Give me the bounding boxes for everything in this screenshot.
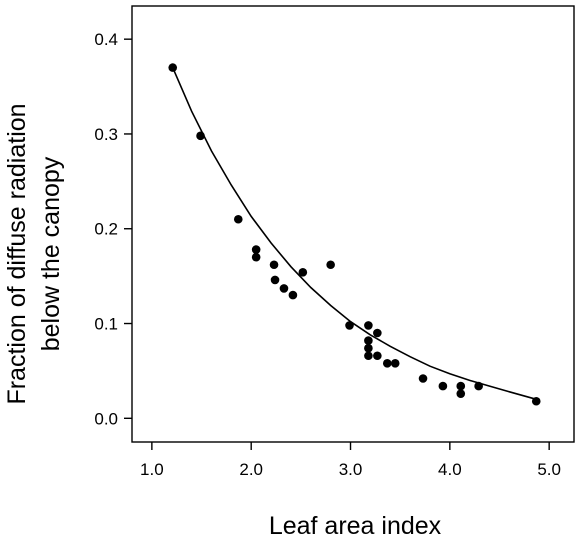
y-axis-title-line-1: Fraction of diffuse radiation [3,103,31,404]
data-point [270,275,280,285]
x-tick-label: 3.0 [339,460,363,479]
y-tick-label: 0.0 [94,409,118,428]
data-point [364,351,373,361]
data-point [251,252,261,262]
data-point [456,381,466,391]
y-tick-label: 0.2 [94,220,118,239]
y-tick-label: 0.3 [94,125,118,144]
data-point [418,374,428,383]
x-tick-label: 2.0 [239,460,263,479]
y-axis-title-line-2: below the canopy [37,156,65,351]
data-point [531,396,541,406]
data-point [390,359,400,368]
data-point [233,214,243,224]
y-tick-label: 0.1 [94,315,118,334]
x-axis-ticks: 1.0 2.0 3.0 4.0 5.0 [140,442,561,479]
data-point [373,328,382,338]
data-point [279,284,289,293]
data-point [364,336,373,345]
data-point [364,321,373,330]
fit-curve-group [171,67,537,401]
data-point [298,268,308,277]
x-tick-label: 4.0 [438,460,462,479]
x-tick-label: 5.0 [537,460,561,479]
x-axis-title: Leaf area index [269,512,442,540]
fit-curve [171,67,537,401]
data-point [456,389,466,398]
y-tick-label: 0.4 [94,30,118,49]
y-axis-title: Fraction of diffuse radiation below the … [3,103,65,404]
plot-area [131,5,575,443]
data-point [288,290,298,300]
plot-frame [131,5,575,443]
data-point [382,359,392,368]
y-axis-ticks: 0.0 0.1 0.2 0.3 0.4 [94,30,132,428]
data-point [326,260,335,270]
data-point [438,381,448,391]
data-point [474,381,483,391]
data-point [364,343,373,353]
x-tick-label: 1.0 [140,460,164,479]
data-points [168,63,541,406]
data-point [168,63,178,72]
data-point [373,351,382,361]
data-point [345,321,354,330]
data-point [269,260,279,270]
data-point [196,131,205,141]
data-point [251,245,261,254]
